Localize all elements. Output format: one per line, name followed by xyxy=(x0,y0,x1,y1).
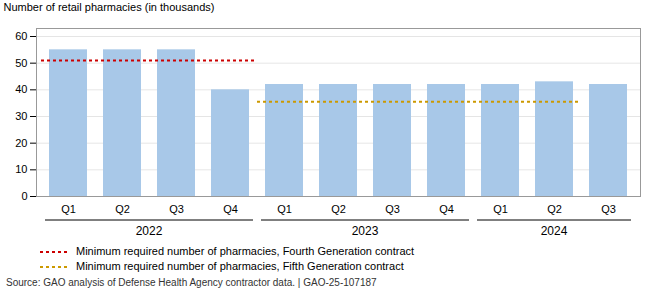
svg-text:Q2: Q2 xyxy=(115,203,130,215)
svg-text:2022: 2022 xyxy=(136,224,163,238)
svg-text:2024: 2024 xyxy=(541,224,568,238)
svg-text:20: 20 xyxy=(15,137,27,149)
svg-text:30: 30 xyxy=(15,110,27,122)
html-text:Minimum required number of pha: Minimum required number of pharmacies, F… xyxy=(76,245,415,257)
svg-text:Q4: Q4 xyxy=(223,203,238,215)
svg-text:Q3: Q3 xyxy=(385,203,400,215)
svg-text:40: 40 xyxy=(15,83,27,95)
svg-text:Q1: Q1 xyxy=(61,203,76,215)
html-text:Source: GAO analysis of Defens: Source: GAO analysis of Defense Health A… xyxy=(6,277,377,288)
svg-text:Q3: Q3 xyxy=(601,203,616,215)
svg-text:Number of retail pharmacies (i: Number of retail pharmacies (in thousand… xyxy=(4,1,215,13)
svg-text:10: 10 xyxy=(15,163,27,175)
svg-text:Q2: Q2 xyxy=(547,203,562,215)
html-text:Minimum required number of pha: Minimum required number of pharmacies, F… xyxy=(76,260,404,272)
svg-text:Q3: Q3 xyxy=(169,203,184,215)
svg-text:Q4: Q4 xyxy=(439,203,454,215)
svg-text:Q1: Q1 xyxy=(493,203,508,215)
svg-text:Q1: Q1 xyxy=(277,203,292,215)
svg-text:60: 60 xyxy=(15,30,27,42)
svg-text:Q2: Q2 xyxy=(331,203,346,215)
svg-text:50: 50 xyxy=(15,57,27,69)
svg-text:2023: 2023 xyxy=(352,224,379,238)
svg-text:0: 0 xyxy=(21,190,27,202)
